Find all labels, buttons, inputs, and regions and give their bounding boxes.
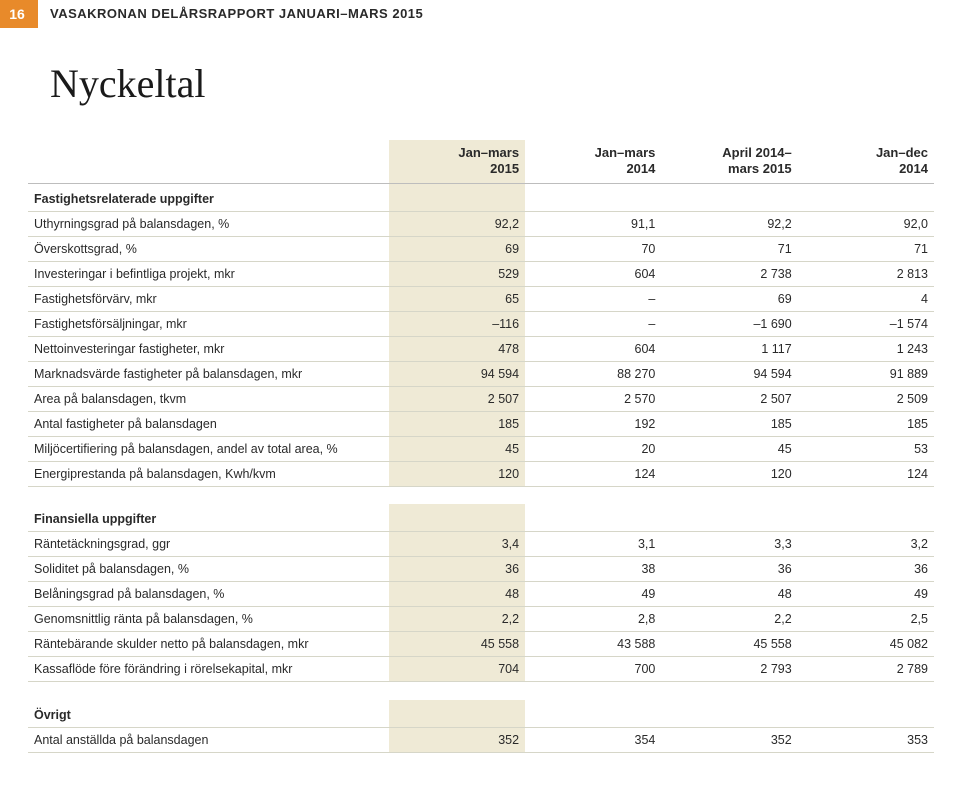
table-row: Fastighetsförvärv, mkr65–694 bbox=[28, 286, 934, 311]
table-row: Fastighetsförsäljningar, mkr–116––1 690–… bbox=[28, 311, 934, 336]
section-heading-finansiella: Finansiella uppgifter bbox=[28, 504, 934, 532]
section-gap bbox=[28, 486, 934, 504]
col-header-jan-mars-2014: Jan–mars 2014 bbox=[525, 140, 661, 183]
running-title: VASAKRONAN DELÅRSRAPPORT JANUARI–MARS 20… bbox=[50, 6, 423, 21]
col-header-april-2014-mars-2015: April 2014– mars 2015 bbox=[661, 140, 797, 183]
section-heading-fastighetsrelaterade: Fastighetsrelaterade uppgifter bbox=[28, 183, 934, 211]
table-row: Kassaflöde före förändring i rörelsekapi… bbox=[28, 657, 934, 682]
column-header-row: Jan–mars 2015 Jan–mars 2014 April 2014– … bbox=[28, 140, 934, 183]
table-row: Miljöcertifiering på balansdagen, andel … bbox=[28, 436, 934, 461]
col-header-label bbox=[28, 140, 389, 183]
table-row: Uthyrningsgrad på balansdagen, %92,291,1… bbox=[28, 211, 934, 236]
table-row: Area på balansdagen, tkvm2 5072 5702 507… bbox=[28, 386, 934, 411]
section-gap bbox=[28, 682, 934, 700]
table-row: Energiprestanda på balansdagen, Kwh/kvm1… bbox=[28, 461, 934, 486]
page-number: 16 bbox=[9, 6, 25, 22]
nyckeltal-table-wrap: Jan–mars 2015 Jan–mars 2014 April 2014– … bbox=[28, 140, 934, 753]
table-row: Räntetäckningsgrad, ggr3,43,13,33,2 bbox=[28, 532, 934, 557]
main-title: Nyckeltal bbox=[50, 60, 206, 107]
table-row: Överskottsgrad, %69707171 bbox=[28, 236, 934, 261]
table-row: Nettoinvesteringar fastigheter, mkr47860… bbox=[28, 336, 934, 361]
table-row: Genomsnittlig ränta på balansdagen, %2,2… bbox=[28, 607, 934, 632]
page-number-box: 16 bbox=[0, 0, 38, 28]
table-row: Investeringar i befintliga projekt, mkr5… bbox=[28, 261, 934, 286]
table-row: Antal fastigheter på balansdagen18519218… bbox=[28, 411, 934, 436]
col-header-jan-mars-2015: Jan–mars 2015 bbox=[389, 140, 525, 183]
table-row: Marknadsvärde fastigheter på balansdagen… bbox=[28, 361, 934, 386]
nyckeltal-table: Jan–mars 2015 Jan–mars 2014 April 2014– … bbox=[28, 140, 934, 753]
table-row: Belåningsgrad på balansdagen, %48494849 bbox=[28, 582, 934, 607]
table-row: Antal anställda på balansdagen3523543523… bbox=[28, 727, 934, 752]
section-heading-ovrigt: Övrigt bbox=[28, 700, 934, 728]
table-row: Soliditet på balansdagen, %36383636 bbox=[28, 557, 934, 582]
col-header-jan-dec-2014: Jan–dec 2014 bbox=[798, 140, 934, 183]
table-row: Räntebärande skulder netto på balansdage… bbox=[28, 632, 934, 657]
